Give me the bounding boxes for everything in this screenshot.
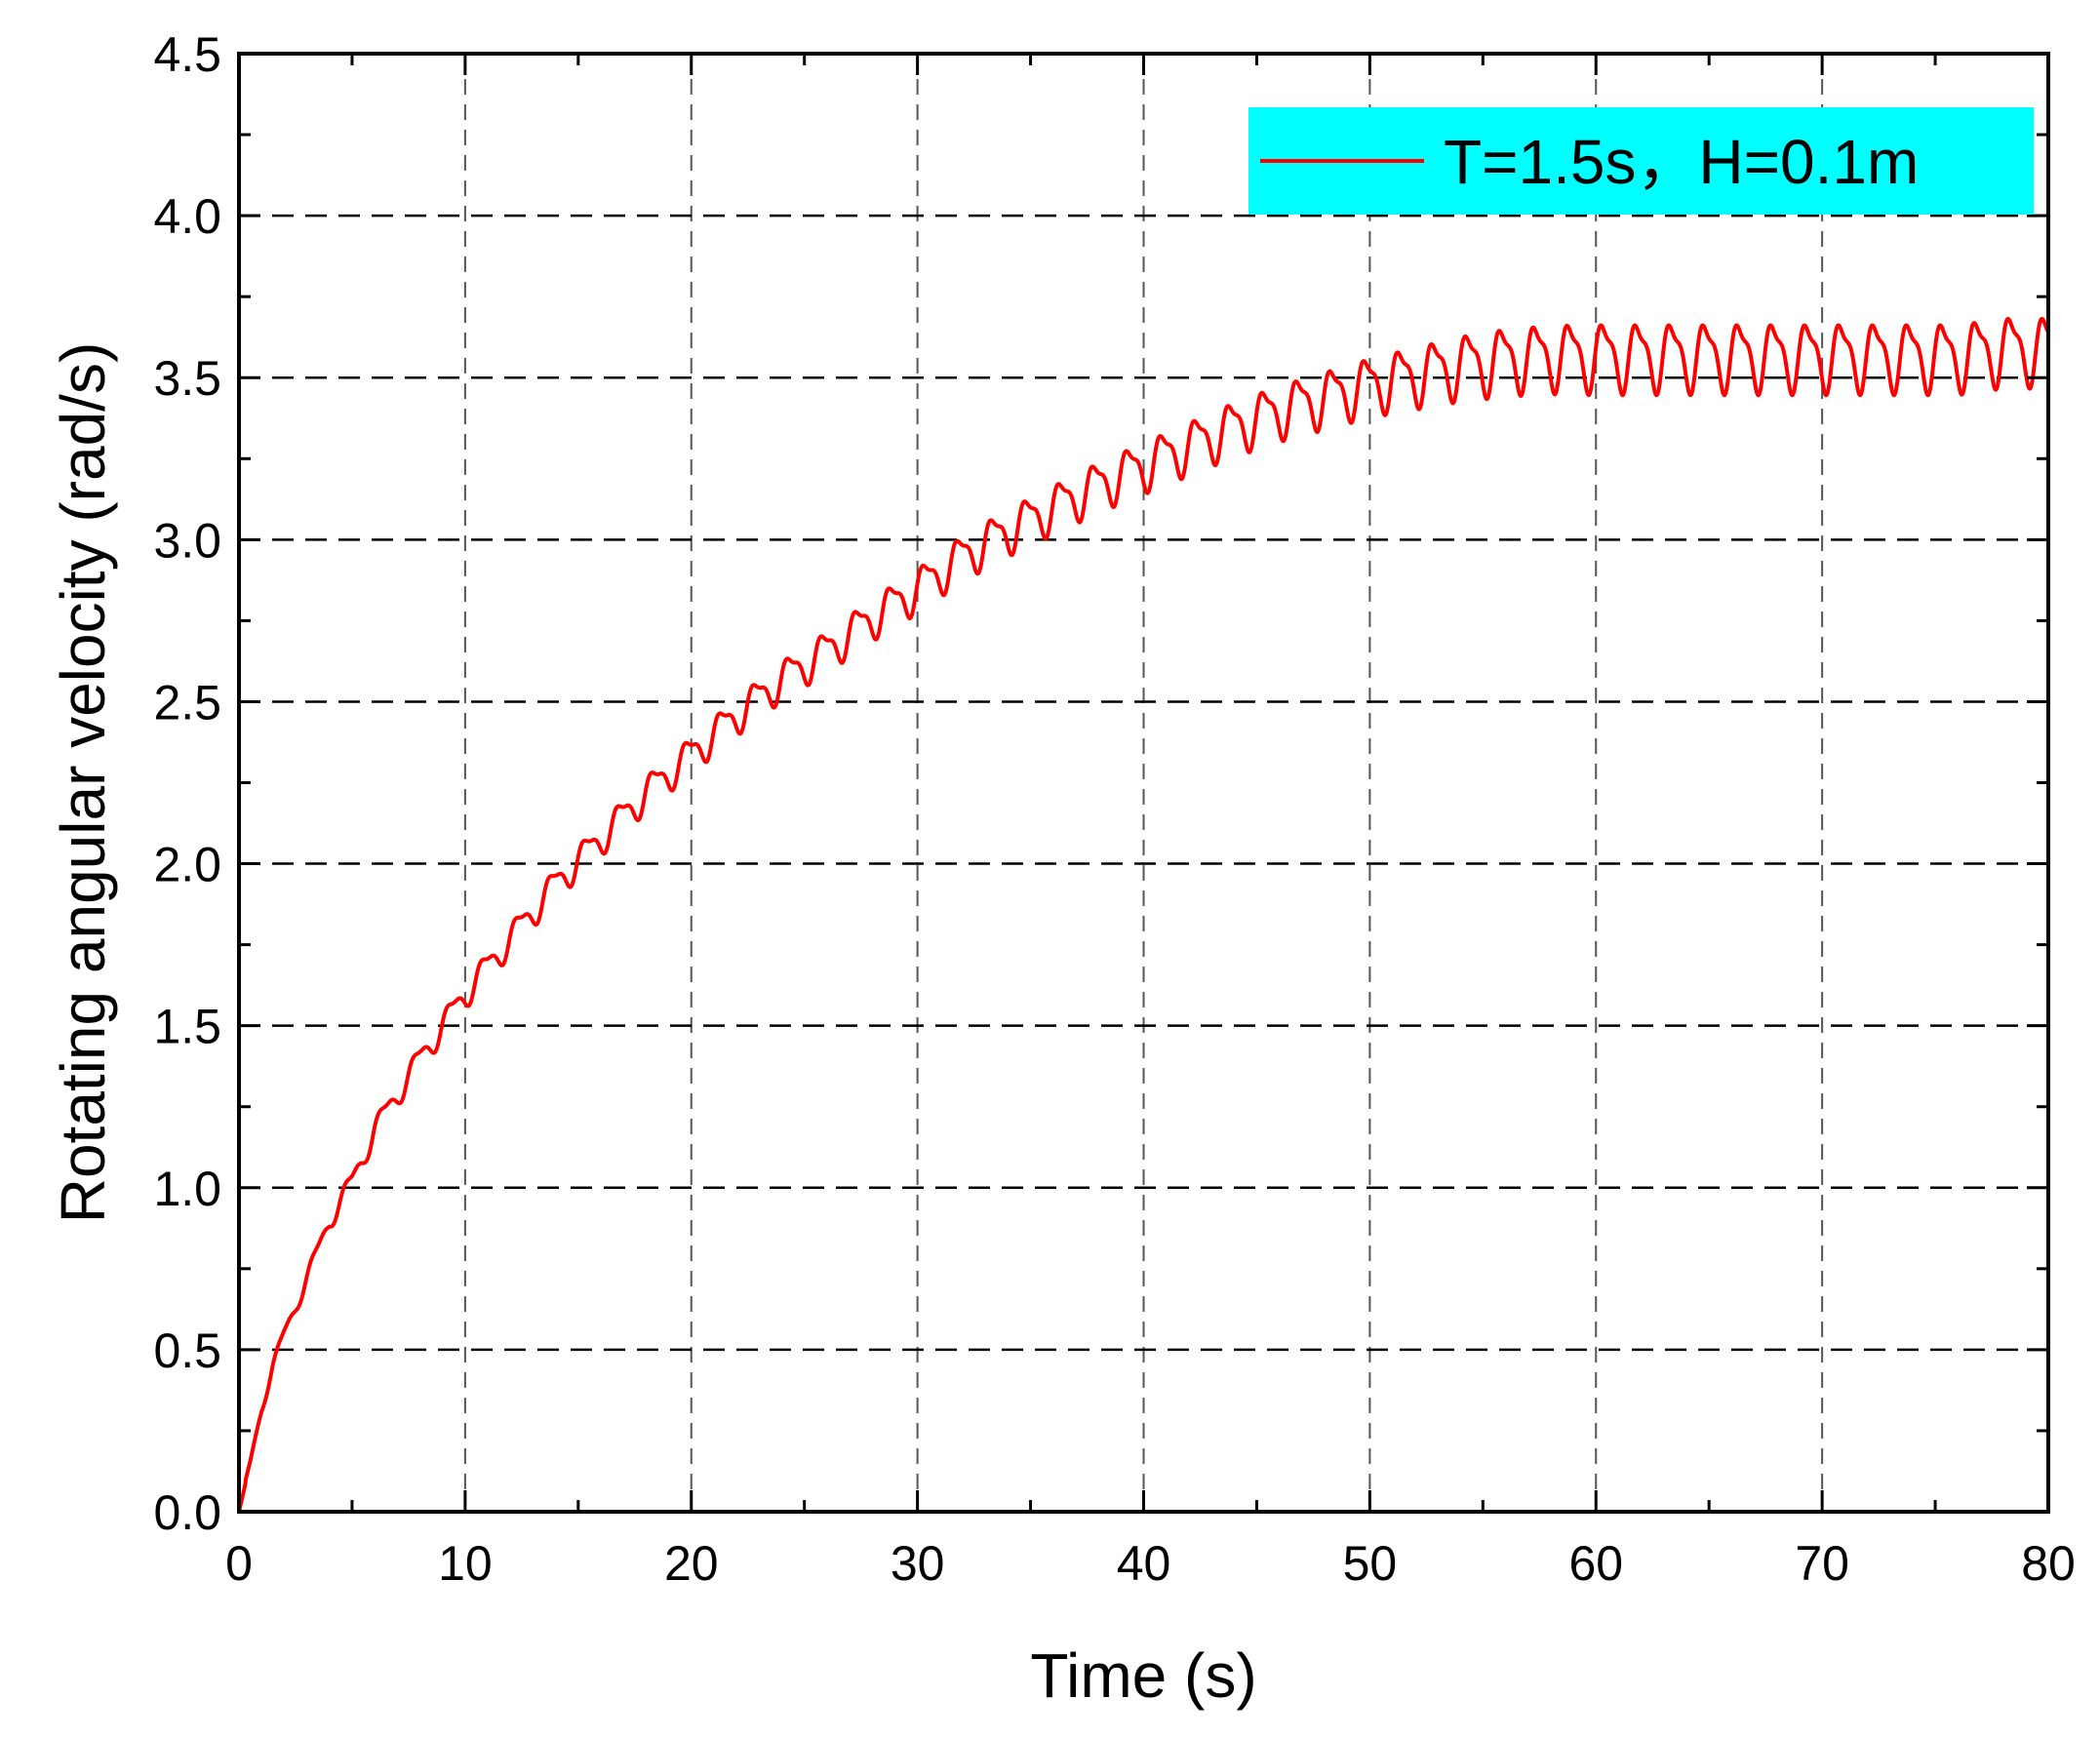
y-tick-label: 3.5 — [153, 351, 221, 406]
y-tick-labels: 0.0 0.5 1.0 1.5 2.0 2.5 3.0 3.5 4.0 4.5 — [153, 27, 221, 1540]
y-tick-label: 0.5 — [153, 1323, 221, 1378]
x-tick-label: 60 — [1568, 1536, 1623, 1591]
grid — [239, 54, 2048, 1512]
legend-entry-label: T=1.5s，H=0.1m — [1444, 127, 1919, 197]
x-tick-labels: 0 10 20 30 40 50 60 70 80 — [225, 1536, 2076, 1591]
x-tick-label: 10 — [438, 1536, 493, 1591]
x-tick-label: 0 — [225, 1536, 253, 1591]
x-tick-label: 30 — [891, 1536, 945, 1591]
axis-ticks — [237, 52, 2050, 1514]
x-tick-label: 50 — [1343, 1536, 1398, 1591]
y-tick-label: 1.0 — [153, 1162, 221, 1216]
y-tick-label: 1.5 — [153, 1000, 221, 1054]
x-tick-label: 40 — [1117, 1536, 1171, 1591]
x-tick-label: 20 — [664, 1536, 719, 1591]
y-tick-label: 0.0 — [153, 1485, 221, 1540]
x-tick-label: 70 — [1795, 1536, 1849, 1591]
y-tick-label: 3.0 — [153, 513, 221, 568]
series-layer — [237, 316, 2050, 1513]
y-tick-label: 4.0 — [153, 189, 221, 244]
y-tick-label: 2.0 — [153, 838, 221, 892]
x-tick-label: 80 — [2021, 1536, 2076, 1591]
series-line — [237, 316, 2050, 1513]
y-tick-label: 4.5 — [153, 27, 221, 82]
legend: T=1.5s，H=0.1m — [1248, 107, 2034, 215]
y-tick-label: 2.5 — [153, 675, 221, 730]
y-axis-title: Rotating angular velocity (rad/s) — [48, 342, 118, 1224]
x-axis-title: Time (s) — [1030, 1640, 1256, 1711]
